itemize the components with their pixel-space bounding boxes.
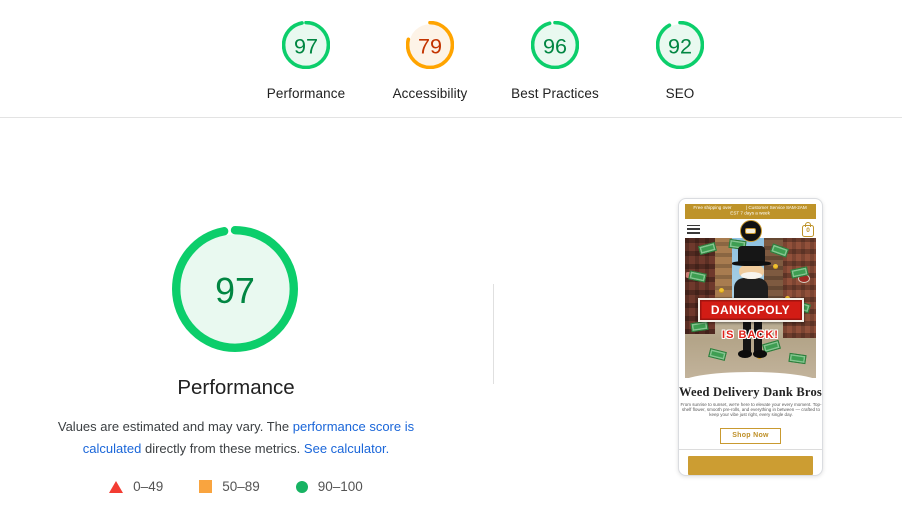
note-text: Values are estimated and may vary. The [57,419,290,434]
store-logo [739,220,762,242]
coin-graphic [719,288,724,293]
mascot-top-hat-graphic [732,261,771,266]
page-title: Performance [177,376,295,399]
store-header: 0 [687,220,814,242]
final-screenshot-thumbnail: Free shipping over | Customer Service 8AM… [678,198,823,476]
mascot-mustache-graphic [741,272,762,279]
note-text: directly from these metrics. [144,440,301,456]
svg-text:97: 97 [215,271,255,311]
store-description: From sunrise to sunset, we're here to el… [680,402,821,417]
hero-tagline: IS BACK! [722,329,779,341]
scores-summary-bar: 97 Performance 79 Accessibility 96 Best … [0,0,902,118]
svg-text:96: 96 [543,33,567,58]
mascot-leg-graphic [754,322,762,354]
mascot-shoe-graphic [753,350,767,358]
building-graphic [712,238,732,312]
pass-circle-icon [295,480,308,493]
logo-bus-icon [745,228,756,234]
shipping-banner: Free shipping over | Customer Service 8AM… [685,204,816,219]
performance-score-gauge: 97 [172,226,298,352]
hamburger-menu-icon [687,224,700,234]
summary-gauge-seo[interactable]: 92 SEO [620,21,740,101]
seo-gauge-icon: 92 [656,21,704,69]
svg-text:79: 79 [418,33,442,58]
section-divider [679,448,822,450]
building-graphic [783,238,816,338]
money-bill-graphic [708,348,727,361]
mascot-leg-graphic [743,322,751,354]
summary-gauge-best-practices[interactable]: 96 Best Practices [495,21,615,101]
score-explanation: Values are estimated and may vary. The p… [33,416,439,459]
store-title: Weed Delivery Dank Bros [679,385,822,399]
legend-item-pass: 90–100 [295,479,363,494]
legend-range: 90–100 [317,479,363,494]
hero-banner-text: DANKOPOLY [710,303,791,317]
fail-triangle-icon [109,480,124,493]
category-label: Best Practices [511,86,599,101]
legend-range: 0–49 [133,479,164,494]
score-legend: 0–49 50–89 90–100 [36,479,436,494]
store-intro-section: Weed Delivery Dank Bros From sunrise to … [679,372,822,450]
hero-banner: DANKOPOLY [697,298,804,322]
cart-handle-icon [805,221,811,227]
mascot-shoe-graphic [738,350,752,358]
accessibility-gauge-icon: 79 [406,21,454,69]
category-label: Performance [266,86,346,101]
cart-icon: 0 [802,221,814,237]
money-bill-graphic [788,352,807,365]
legend-range: 50–89 [222,479,260,494]
hero-image: DANKOPOLY IS BACK! [685,238,816,378]
coin-graphic [773,264,778,269]
legend-item-average: 50–89 [199,479,260,494]
category-label: SEO [665,86,695,101]
summary-gauge-performance[interactable]: 97 Performance [246,21,366,101]
footer-banner-block [688,455,813,475]
performance-gauge-icon: 97 [282,21,330,69]
shipping-banner-text: Free shipping over [693,204,733,210]
summary-gauge-accessibility[interactable]: 79 Accessibility [370,21,490,101]
score-calculation-link[interactable]: performance score is calculated [82,419,415,456]
see-calculator-link[interactable]: See calculator. [303,440,390,456]
legend-item-fail: 0–49 [109,479,163,494]
svg-text:92: 92 [668,33,692,58]
vertical-divider [493,284,494,384]
customer-service-text: | Customer Service 8AM-2AM [746,204,808,210]
svg-text:97: 97 [294,33,318,58]
mascot-top-hat-graphic [738,246,765,262]
category-label: Accessibility [392,86,468,101]
average-square-icon [199,480,213,493]
best-practices-gauge-icon: 96 [531,21,579,69]
shop-now-button: Shop Now [720,427,781,444]
shipping-banner-line2: EST 7 days a week [730,209,771,216]
